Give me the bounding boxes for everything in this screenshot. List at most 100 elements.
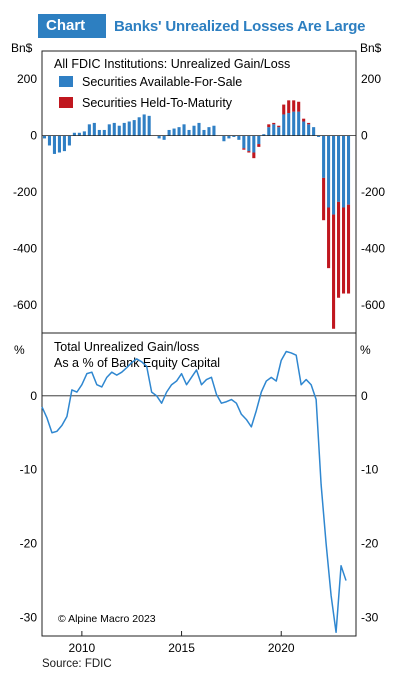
- bar-afs: [232, 135, 236, 138]
- line-ytick-label-left: -10: [20, 463, 38, 477]
- bar-afs: [212, 125, 216, 136]
- bar-htm: [282, 104, 286, 115]
- line-series-unrealized-pct: [41, 350, 347, 634]
- bar-afs: [172, 128, 176, 136]
- bar-afs: [267, 127, 271, 136]
- line-ytick-label-right: 0: [361, 389, 368, 403]
- bar-afs: [327, 135, 331, 208]
- bar-afs: [297, 111, 301, 136]
- bar-unit-right: Bn$: [360, 41, 382, 55]
- bar-afs: [287, 113, 291, 136]
- bar-afs: [317, 135, 321, 138]
- bar-ytick-label-right: -600: [361, 298, 385, 312]
- bar-afs: [147, 115, 151, 136]
- bar-afs: [122, 122, 126, 136]
- bar-afs: [167, 129, 171, 136]
- x-tick-label: 2010: [69, 641, 96, 655]
- bar-afs: [82, 131, 86, 136]
- chart-number-badge: Chart 3: [38, 14, 106, 58]
- bar-htm: [307, 122, 311, 125]
- bar-afs: [292, 111, 296, 136]
- bar-htm: [302, 118, 306, 122]
- bar-afs: [302, 121, 306, 136]
- bar-htm: [252, 152, 256, 159]
- bar-ytick-label-left: 0: [30, 129, 37, 143]
- bar-htm: [247, 151, 251, 153]
- bar-afs: [222, 135, 226, 142]
- bar-afs: [42, 135, 47, 139]
- line-ytick-label-left: -30: [20, 611, 38, 625]
- bar-htm: [267, 124, 271, 128]
- bar-ytick-label-right: 200: [361, 72, 381, 86]
- bar-panel-frame: [41, 50, 357, 334]
- bar-afs: [202, 129, 206, 136]
- bar-afs: [47, 135, 52, 146]
- bar-afs: [197, 122, 201, 136]
- bar-afs: [277, 127, 281, 136]
- bar-panel-title: All FDIC Institutions: Unrealized Gain/L…: [54, 57, 290, 71]
- bar-afs: [187, 129, 191, 136]
- bar-htm: [287, 100, 291, 114]
- line-panel-frame: [41, 332, 357, 637]
- line-unit-left: %: [14, 343, 25, 357]
- line-panel-title-line2: As a % of Bank Equity Capital: [54, 356, 220, 370]
- bar-htm: [332, 214, 336, 329]
- bar-afs: [227, 135, 231, 139]
- line-unit-right: %: [360, 343, 371, 357]
- bar-afs: [87, 124, 91, 136]
- source-note: Source: FDIC: [42, 658, 112, 670]
- chart-title: Banks' Unrealized Losses Are Large: [114, 17, 366, 35]
- bar-afs: [102, 129, 106, 136]
- bar-ytick-label-left: -200: [13, 185, 37, 199]
- bar-afs: [117, 125, 121, 136]
- legend-label-afs: Securities Available-For-Sale: [82, 75, 242, 89]
- bar-afs: [72, 132, 76, 136]
- bar-htm: [346, 204, 351, 294]
- bar-htm: [337, 201, 341, 298]
- bar-afs: [257, 135, 261, 145]
- line-ytick-label-right: -20: [361, 537, 379, 551]
- bar-htm: [242, 148, 246, 150]
- bar-afs: [127, 121, 131, 136]
- bar-htm: [341, 207, 346, 294]
- line-ytick-label-left: -20: [20, 537, 38, 551]
- bar-afs: [67, 135, 71, 146]
- bar-afs: [307, 124, 311, 136]
- bar-htm: [297, 101, 301, 112]
- bar-afs: [52, 135, 57, 154]
- chart-header: Chart 3 Banks' Unrealized Losses Are Lar…: [38, 14, 366, 58]
- bar-unit-left: Bn$: [11, 41, 33, 55]
- line-ytick-label-right: -10: [361, 463, 379, 477]
- bar-ytick-label-left: -400: [13, 241, 37, 255]
- bar-afs: [346, 135, 351, 205]
- bar-afs: [162, 135, 166, 140]
- bar-afs: [337, 135, 341, 202]
- line-ytick-label-right: -30: [361, 611, 379, 625]
- bar-afs: [77, 132, 81, 136]
- bar-ytick-label-right: -200: [361, 185, 385, 199]
- bar-afs: [252, 135, 256, 153]
- bar-htm: [257, 144, 261, 147]
- x-tick-label: 2015: [168, 641, 195, 655]
- legend-swatch-afs: [59, 76, 73, 87]
- line-ytick-label-left: 0: [30, 389, 37, 403]
- bar-afs: [92, 122, 96, 136]
- bar-afs: [272, 124, 276, 136]
- bar-afs: [132, 120, 136, 136]
- bar-ytick-label-right: 0: [361, 129, 368, 143]
- bar-afs: [112, 122, 116, 136]
- bar-htm: [272, 122, 276, 125]
- bar-afs: [142, 114, 146, 136]
- bar-afs: [57, 135, 61, 153]
- bar-afs: [192, 125, 196, 136]
- bar-afs: [177, 127, 181, 136]
- bar-afs: [157, 135, 161, 139]
- bar-ytick-label-left: -600: [13, 298, 37, 312]
- bar-afs: [332, 135, 336, 215]
- bar-afs: [97, 129, 101, 136]
- bar-afs: [62, 135, 66, 152]
- x-tick-label: 2020: [268, 641, 295, 655]
- bar-afs: [242, 135, 246, 149]
- bar-afs: [207, 127, 211, 136]
